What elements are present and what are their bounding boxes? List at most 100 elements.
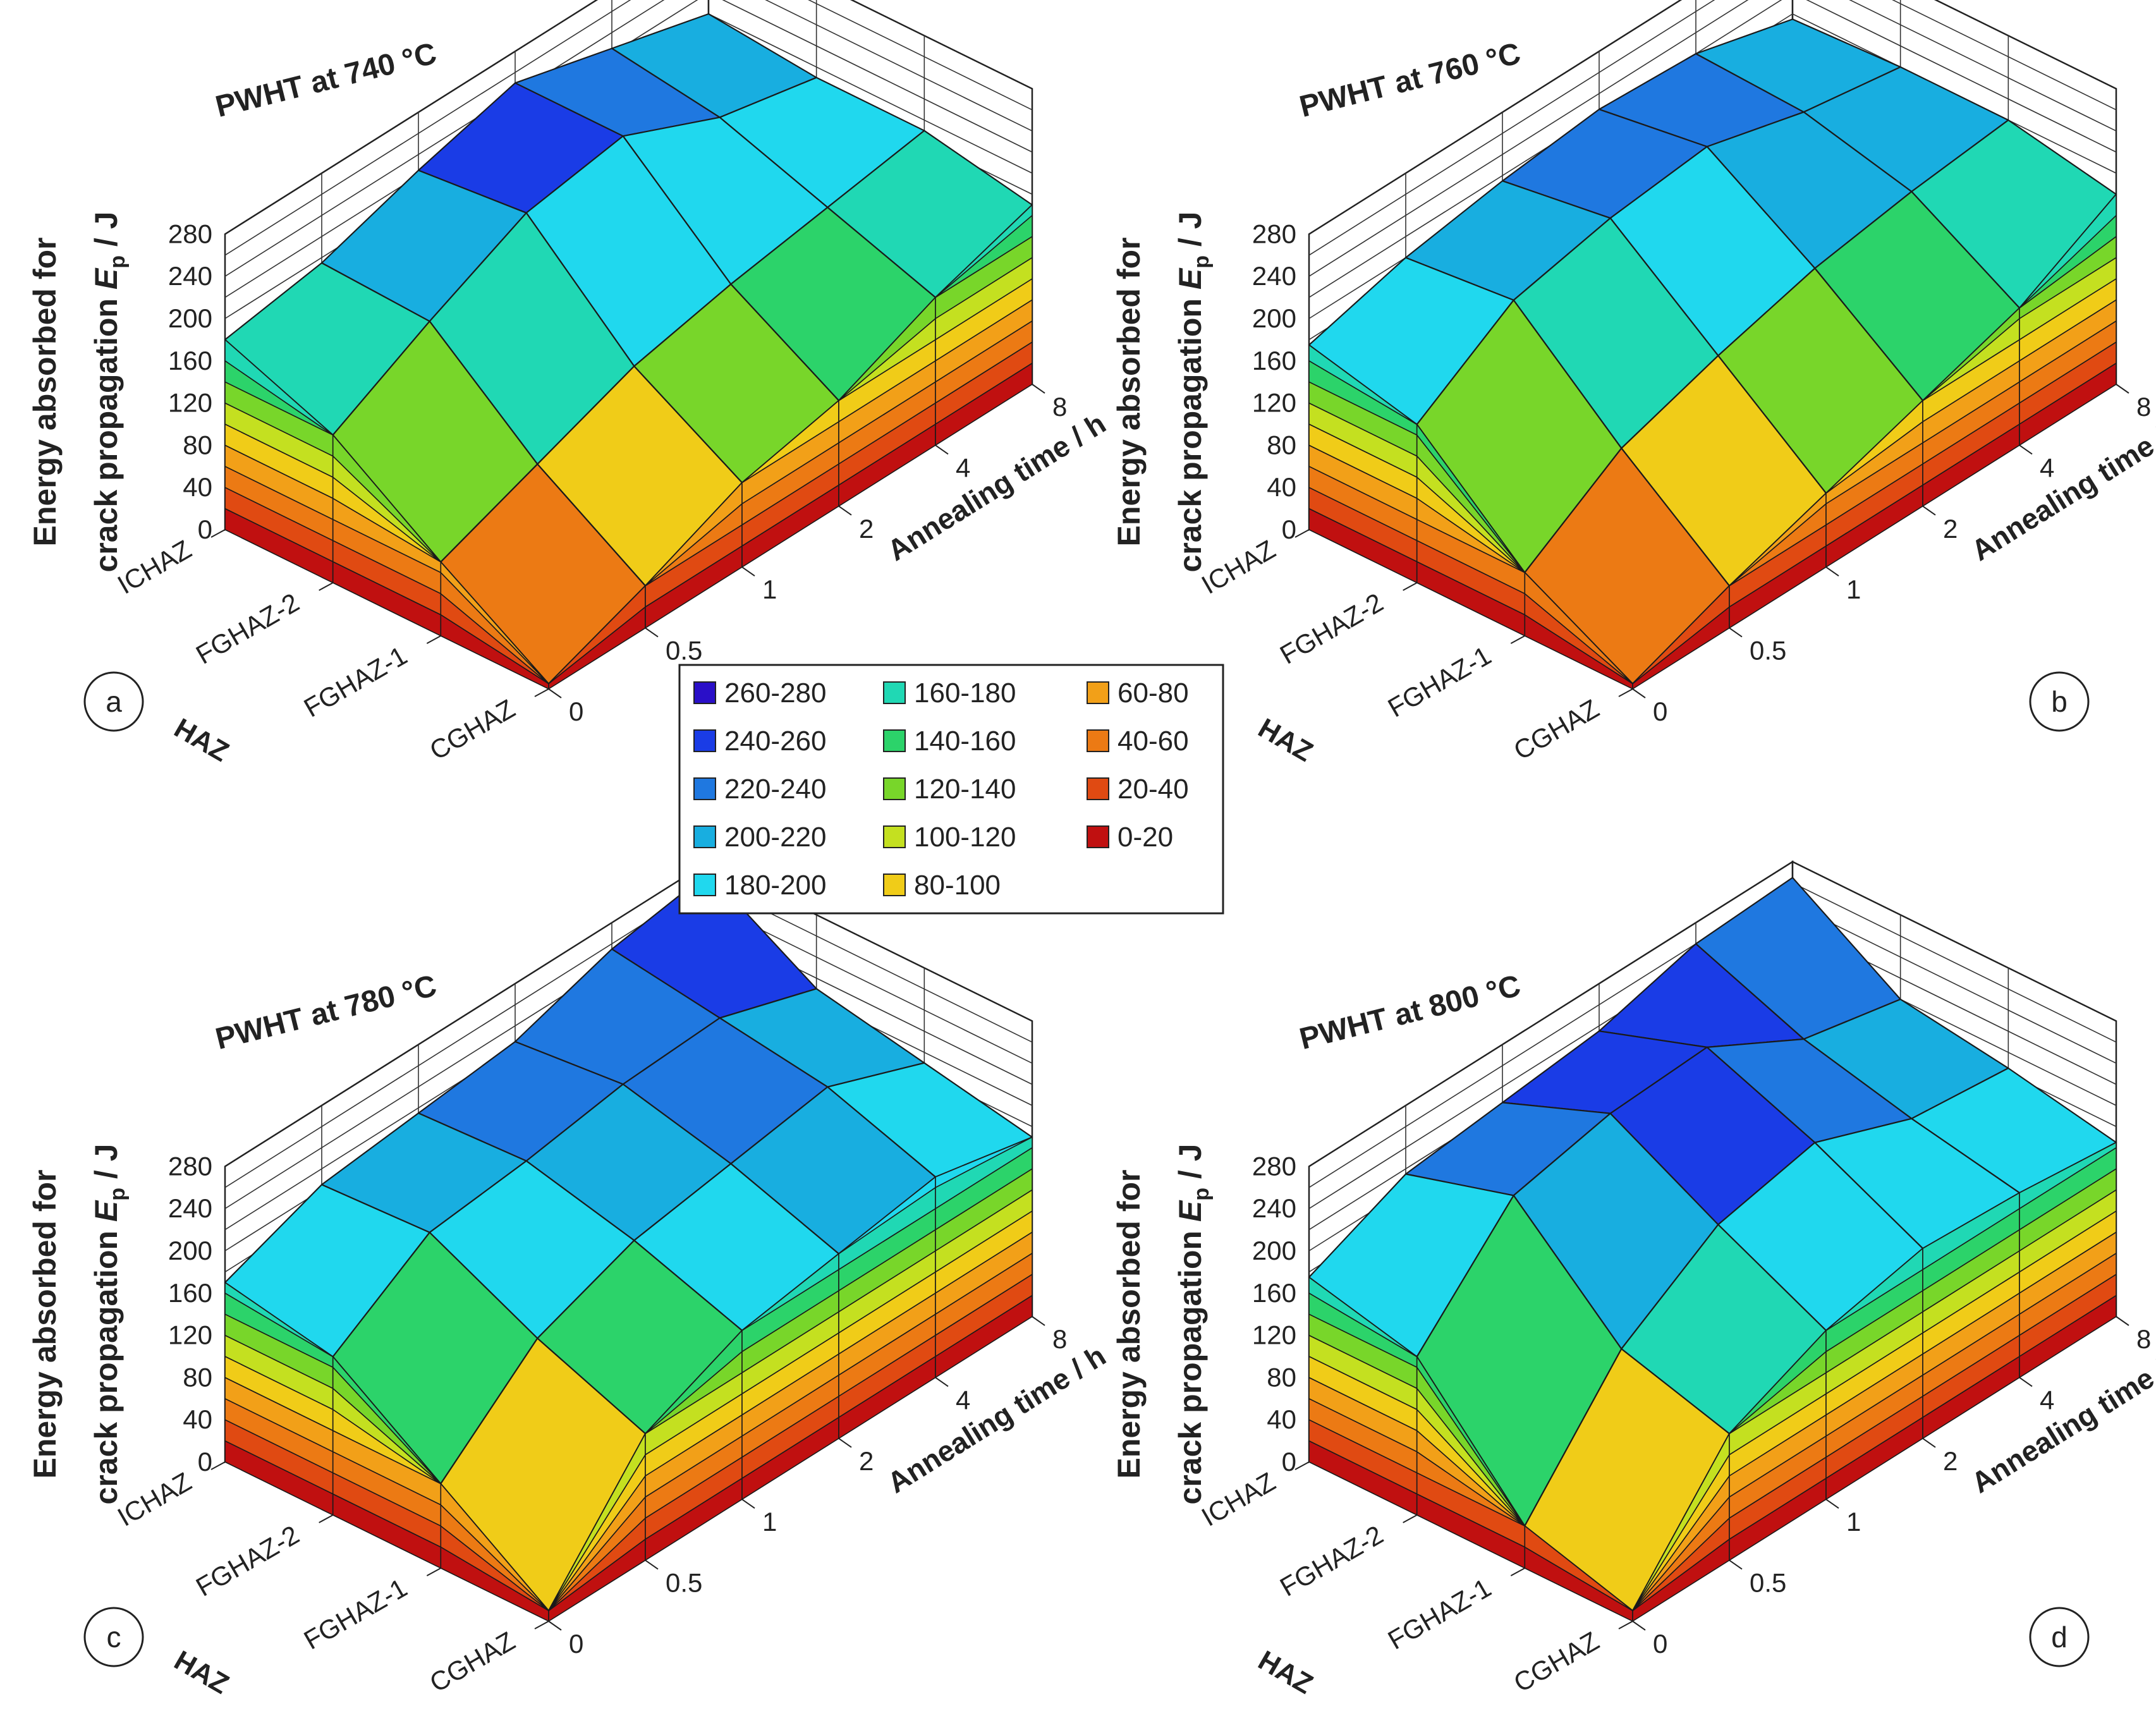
legend-label: 180-200 xyxy=(724,870,826,901)
panel-label-circle xyxy=(2029,1607,2090,1667)
legend-swatch xyxy=(883,729,906,752)
side-curtains xyxy=(1308,193,2117,690)
z-tick-label: 240 xyxy=(1252,1193,1296,1223)
z-tick-label: 280 xyxy=(1252,219,1296,248)
y-category-label: 4 xyxy=(956,453,970,482)
z-axis: 0 40 80 120 160 200 240 280 xyxy=(168,1151,212,1476)
z-tick-label: 120 xyxy=(168,1320,212,1350)
z-tick-label: 0 xyxy=(1282,1447,1296,1476)
legend-label: 160-180 xyxy=(914,678,1016,709)
legend-item: 20-40 xyxy=(1087,774,1189,805)
legend-label: 200-220 xyxy=(724,822,826,853)
z-tick-label: 80 xyxy=(1267,430,1296,460)
y-category-label: 2 xyxy=(1943,1446,1958,1476)
curtain-band xyxy=(440,1482,549,1611)
curtain-band xyxy=(1416,423,1525,573)
legend-swatch xyxy=(693,874,716,896)
y-category-label: 2 xyxy=(1943,514,1958,544)
z-tick-label: 160 xyxy=(168,346,212,375)
legend-label: 240-260 xyxy=(724,726,826,757)
y-category-label: 8 xyxy=(2136,392,2151,422)
surface xyxy=(224,13,1033,685)
z-tick-label: 280 xyxy=(168,1151,212,1181)
z-axis-title-line1: Energy absorbed for xyxy=(27,1170,63,1479)
y-category-label: 0.5 xyxy=(666,636,702,666)
z-tick-label: 280 xyxy=(1252,1151,1296,1181)
legend-item: 120-140 xyxy=(883,774,1016,805)
legend-label: 60-80 xyxy=(1118,678,1189,709)
legend-label: 0-20 xyxy=(1118,822,1173,853)
curtain-band xyxy=(224,1281,334,1358)
z-axis-title-line2: crack propagation Ep / J xyxy=(1172,212,1214,573)
z-tick-label: 80 xyxy=(183,430,212,460)
z-tick-label: 120 xyxy=(168,388,212,418)
legend-item: 0-20 xyxy=(1087,822,1173,853)
curtain-band xyxy=(935,204,1033,298)
legend-item: 220-240 xyxy=(693,774,826,805)
legend-swatch xyxy=(1087,681,1109,704)
z-axis-title-line1: Energy absorbed for xyxy=(1111,1170,1147,1479)
z-tick-label: 40 xyxy=(183,472,212,502)
legend-item: 240-260 xyxy=(693,726,826,757)
legend-label: 220-240 xyxy=(724,774,826,805)
y-category-label: 2 xyxy=(859,1446,874,1476)
panel-label: d xyxy=(2051,1621,2068,1653)
legend-item: 60-80 xyxy=(1087,678,1189,709)
y-category-label: 8 xyxy=(1052,392,1067,422)
z-tick-label: 40 xyxy=(1267,1404,1296,1434)
y-category-label: 1 xyxy=(762,575,777,604)
legend-swatch xyxy=(693,729,716,752)
panel-label: b xyxy=(2051,685,2068,718)
legend-swatch xyxy=(693,825,716,848)
legend-swatch xyxy=(883,825,906,848)
z-tick-label: 160 xyxy=(1252,1278,1296,1308)
y-axis: 0 0.5 1 2 4 8 xyxy=(548,384,1067,726)
panel-label-circle xyxy=(83,671,144,732)
y-category-label: 4 xyxy=(2040,453,2054,482)
legend-frame xyxy=(678,664,1224,915)
z-tick-label: 0 xyxy=(198,514,212,544)
y-axis: 0 0.5 1 2 4 8 xyxy=(1632,384,2151,726)
curtain-band xyxy=(1308,1276,1418,1358)
z-axis-title-line2: crack propagation Ep / J xyxy=(88,212,130,573)
curtain-band xyxy=(935,1136,1033,1189)
y-category-label: 1 xyxy=(762,1507,777,1537)
curtain-band xyxy=(1524,1525,1633,1611)
curtain-band xyxy=(332,434,441,563)
legend-item: 180-200 xyxy=(693,870,826,901)
z-tick-label: 200 xyxy=(168,303,212,333)
z-axis-title-line1: Energy absorbed for xyxy=(1111,238,1147,547)
curtain-band xyxy=(1416,1355,1525,1526)
legend-label: 40-60 xyxy=(1118,726,1189,757)
z-axis: 0 40 80 120 160 200 240 280 xyxy=(168,219,212,544)
z-tick-label: 120 xyxy=(1252,1320,1296,1350)
z-axis: 0 40 80 120 160 200 240 280 xyxy=(1252,1151,1296,1476)
z-tick-label: 240 xyxy=(168,261,212,291)
legend-label: 80-100 xyxy=(914,870,1001,901)
y-category-label: 0 xyxy=(1653,1629,1667,1659)
legend-label: 140-160 xyxy=(914,726,1016,757)
z-tick-label: 160 xyxy=(1252,346,1296,375)
legend-swatch xyxy=(1087,825,1109,848)
y-category-label: 0 xyxy=(569,697,583,726)
legend-label: 260-280 xyxy=(724,678,826,709)
surface xyxy=(224,871,1033,1612)
z-axis-title-line1: Energy absorbed for xyxy=(27,238,63,547)
legend-item: 80-100 xyxy=(883,870,1001,901)
legend-swatch xyxy=(693,681,716,704)
legend-swatch xyxy=(883,777,906,800)
curtain-band xyxy=(2019,1141,2117,1210)
y-category-label: 1 xyxy=(1846,1507,1861,1537)
panel-label: c xyxy=(107,1621,121,1653)
legend-label: 20-40 xyxy=(1118,774,1189,805)
z-tick-label: 40 xyxy=(1267,472,1296,502)
legend: 260-280 240-260 220-240 200-220 180-200 160-1… xyxy=(678,664,1224,915)
legend-item: 140-160 xyxy=(883,726,1016,757)
z-axis: 0 40 80 120 160 200 240 280 xyxy=(1252,219,1296,544)
z-tick-label: 80 xyxy=(183,1362,212,1392)
panel-label: a xyxy=(106,685,122,718)
y-category-label: 0.5 xyxy=(1750,636,1786,666)
z-tick-label: 80 xyxy=(1267,1362,1296,1392)
y-category-label: 8 xyxy=(1052,1324,1067,1354)
